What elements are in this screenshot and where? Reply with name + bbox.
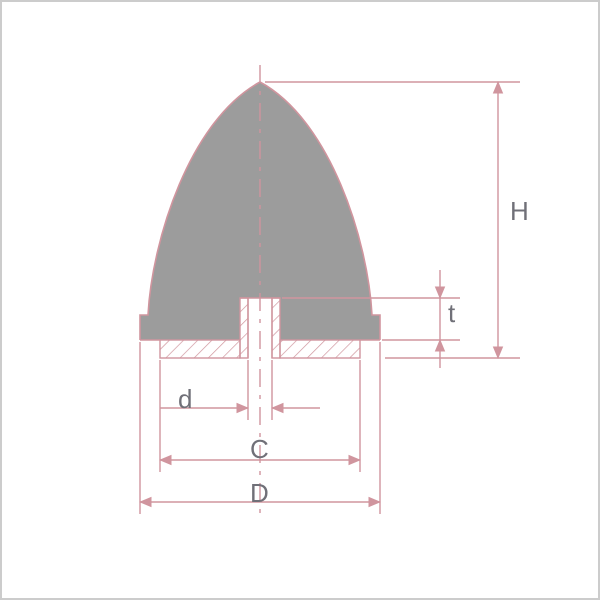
label-C: C [250, 434, 269, 465]
label-D: D [250, 478, 269, 509]
label-H: H [510, 196, 529, 227]
label-t: t [448, 298, 455, 329]
label-d: d [178, 384, 192, 415]
diagram-svg [0, 0, 600, 600]
